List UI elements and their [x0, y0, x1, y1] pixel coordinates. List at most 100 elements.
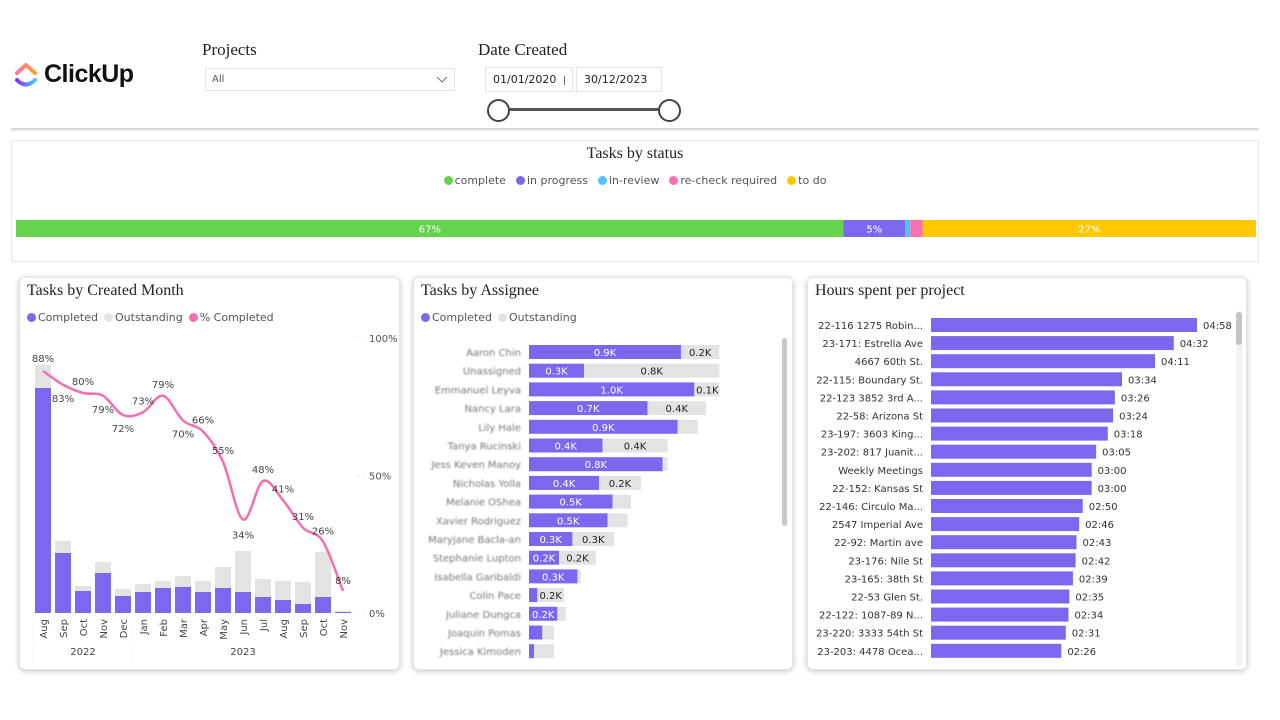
legend-dot-icon — [669, 176, 679, 185]
bar-outstanding — [215, 567, 231, 588]
month-tick-label: Oct — [79, 619, 90, 636]
completed-data-label: 0.9K — [592, 423, 615, 434]
bar-outstanding — [275, 581, 291, 600]
tasks-by-status-panel: Tasks by status complete in progress in-… — [11, 140, 1259, 262]
month-tick-label: Nov — [99, 619, 110, 639]
start-date-value: 01/01/2020 — [493, 73, 557, 86]
hours-data-label: 02:31 — [1072, 629, 1101, 640]
y2-tick-label: 0% — [369, 609, 385, 620]
outstanding-data-label: 0.8K — [641, 367, 664, 378]
assignee-name: Tanya Rucinski — [447, 442, 521, 453]
hours-data-label: 03:05 — [1102, 448, 1131, 459]
legend-dot-icon — [188, 313, 198, 322]
legend-recheck-required[interactable]: re-check required — [669, 174, 777, 187]
bar-completed — [529, 419, 678, 434]
pct-data-label: 79% — [152, 380, 174, 391]
completed-data-label: 0.2K — [533, 554, 556, 565]
header-divider — [11, 128, 1259, 132]
outstanding-data-label: 0.1K — [696, 385, 719, 396]
hours-bar — [931, 354, 1156, 369]
month-tick-label: Mar — [179, 618, 190, 638]
hours-data-label: 03:26 — [1121, 393, 1150, 404]
bar-outstanding — [55, 541, 71, 553]
assignee-scrollbar[interactable] — [782, 338, 787, 526]
project-name: 23-202: 817 Juanit... — [821, 448, 923, 459]
legend-dot-icon — [421, 313, 430, 322]
hours-data-label: 02:39 — [1079, 574, 1108, 585]
hours-bar — [931, 625, 1066, 640]
assignee-legend: Completed Outstanding — [421, 311, 577, 324]
assignee-name: Melanie OShea — [446, 498, 521, 509]
bar-completed — [529, 513, 608, 528]
start-date-input[interactable]: 01/01/2020 — [485, 67, 573, 92]
bar-completed — [255, 597, 271, 613]
pct-data-label: 8% — [335, 576, 351, 587]
tasks-by-month-title: Tasks by Created Month — [27, 282, 184, 299]
hours-data-label: 03:00 — [1098, 466, 1127, 477]
bar-completed — [75, 591, 91, 613]
assignee-name: Emmanuel Leyva — [435, 385, 521, 396]
bar-outstanding — [572, 532, 615, 546]
completed-data-label: 0.4K — [555, 442, 578, 453]
outstanding-data-label: 0.4K — [666, 404, 689, 415]
completed-data-label: 0.8K — [585, 460, 608, 471]
month-tick-label: Aug — [279, 619, 290, 639]
bar-outstanding — [95, 562, 111, 573]
bar-completed — [529, 382, 695, 397]
bar-completed — [529, 625, 543, 640]
hours-scrollbar-thumb[interactable] — [1236, 312, 1242, 345]
bar-completed — [529, 363, 585, 378]
pct-data-label: 79% — [92, 405, 114, 416]
legend-completed[interactable]: Completed — [27, 311, 98, 324]
brand-name: ClickUp — [44, 60, 134, 88]
bar-completed — [195, 592, 211, 613]
date-range-slider-track[interactable] — [500, 108, 670, 111]
bar-outstanding — [295, 582, 311, 604]
legend-label: Outstanding — [509, 311, 577, 324]
hours-data-label: 02:43 — [1082, 538, 1111, 549]
calendar-icon[interactable] — [564, 75, 565, 85]
legend-dot-icon — [787, 176, 797, 185]
bar-outstanding — [255, 579, 271, 597]
legend-to-do[interactable]: to do — [787, 174, 826, 187]
status-legend: complete in progress in-review re-check … — [12, 174, 1258, 187]
date-range-start-handle[interactable] — [487, 99, 510, 122]
clickup-logo: ClickUp — [14, 60, 134, 89]
hours-bar — [931, 643, 1062, 658]
bar-outstanding — [537, 588, 565, 603]
month-tick-label: Aug — [39, 619, 50, 639]
hours-scrollbar-track[interactable] — [1236, 311, 1242, 666]
bar-completed — [95, 573, 111, 613]
status-stacked-bar: 67% 5% 27% — [16, 220, 1256, 237]
hours-bar — [931, 444, 1097, 459]
project-name: 23-220: 3333 54th St — [816, 629, 923, 640]
legend-in-review[interactable]: in-review — [597, 174, 659, 187]
legend-label: Outstanding — [115, 311, 183, 324]
assignee-name: Lily Hale — [478, 423, 521, 434]
legend-in-progress[interactable]: in progress — [515, 174, 588, 187]
status-segment-to-do — [922, 220, 1256, 237]
legend-pct-completed[interactable]: % Completed — [188, 311, 274, 324]
completed-data-label: 0.4K — [553, 479, 576, 490]
tasks-by-month-chart: 100% 50% 0% Aug Sep Oct Nov Dec Jan Feb Mar Apr May J… — [32, 334, 398, 665]
status-segment-label: 27% — [1078, 225, 1100, 236]
project-name: 23-203: 4478 Ocea... — [817, 647, 923, 658]
legend-label: re-check required — [680, 174, 778, 187]
bar-completed — [529, 475, 600, 490]
project-name: 22-123 3852 3rd A... — [820, 393, 923, 404]
legend-completed[interactable]: Completed — [421, 311, 492, 324]
legend-outstanding[interactable]: Outstanding — [498, 311, 577, 324]
project-name: 23-176: Nile St — [848, 556, 923, 567]
assignee-name: Stephanie Lupton — [433, 554, 521, 565]
legend-dot-icon — [27, 313, 36, 322]
assignee-name: Nancy Lara — [465, 404, 521, 415]
projects-dropdown[interactable]: All — [205, 68, 455, 91]
status-segment-label: 67% — [419, 225, 441, 236]
legend-complete[interactable]: complete — [443, 174, 506, 187]
hours-bar — [931, 499, 1083, 513]
legend-outstanding[interactable]: Outstanding — [104, 311, 183, 324]
projects-label: Projects — [202, 40, 257, 59]
end-date-input[interactable]: 30/12/2023 — [576, 67, 662, 92]
date-range-end-handle[interactable] — [658, 99, 681, 122]
completed-data-label: 0.3K — [539, 535, 562, 546]
